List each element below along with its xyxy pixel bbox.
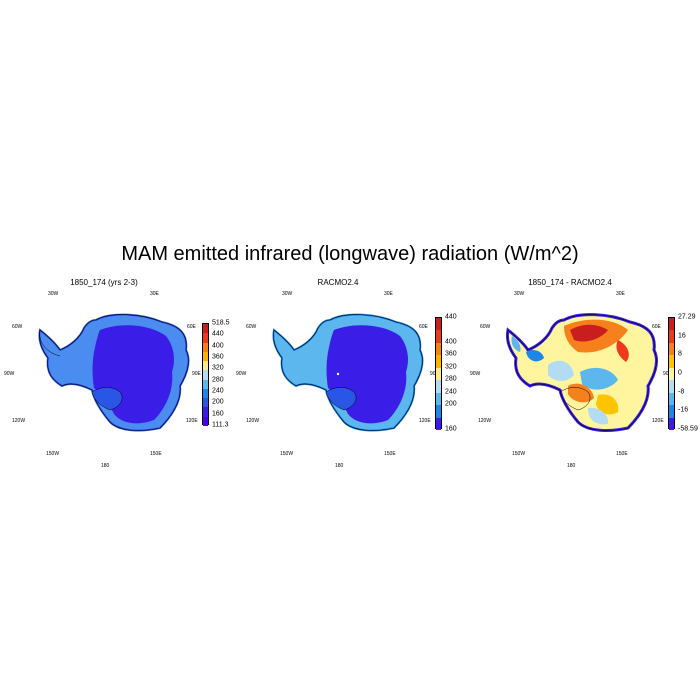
panel-3-lon-60w: 60W: [480, 324, 491, 330]
colorbar-label: 360: [445, 350, 457, 358]
colorbar-label: 240: [212, 387, 224, 395]
panel-1-lon-120e: 120E: [186, 418, 198, 424]
colorbar-label: 440: [212, 330, 224, 338]
colorbar-swatch: [203, 379, 208, 389]
panel-3-lon-120e: 120E: [652, 418, 664, 424]
colorbar-label: 200: [212, 398, 224, 406]
panel-1-title: 1850_174 (yrs 2-3): [70, 278, 138, 287]
panel-3-lon-90w: 90W: [470, 371, 481, 377]
colorbar-swatch: [436, 330, 441, 343]
panel-2-lon-60w: 60W: [246, 324, 257, 330]
panel-3-title: 1850_174 - RACMO2.4: [528, 278, 612, 287]
colorbar-label: 27.29: [678, 313, 696, 321]
colorbar-label: 400: [445, 338, 457, 346]
colorbar-label: 200: [445, 400, 457, 408]
panel-3-lon-150w: 150W: [512, 451, 526, 457]
colorbar-label: 160: [445, 425, 457, 433]
colorbar-label: -16: [678, 406, 689, 414]
panel-1-lon-120w: 120W: [12, 418, 26, 424]
panel-1-lon-180: 180: [101, 463, 110, 469]
colorbar-swatch: [669, 355, 674, 368]
panel-2-lon-90e: 90E: [430, 371, 439, 377]
colorbar-label: 280: [445, 375, 457, 383]
panel-3-lon-90e: 90E: [663, 371, 672, 377]
panel-2-title: RACMO2.4: [317, 278, 359, 287]
panel-2-lon-30e: 30E: [384, 291, 393, 297]
colorbar-swatch: [436, 367, 441, 381]
colorbar-swatch: [669, 392, 674, 406]
panel-1-lon-60w: 60W: [12, 324, 23, 330]
panel-1-lon-150w: 150W: [46, 451, 60, 457]
panel-3-lon-60e: 60E: [652, 324, 661, 330]
panel-3-lon-150e: 150E: [616, 451, 628, 457]
colorbar-swatch: [436, 342, 441, 356]
colorbar-label: 160: [212, 410, 224, 418]
colorbar-swatch: [669, 330, 674, 343]
panel-2-lon-150e: 150E: [384, 451, 396, 457]
colorbar-swatch: [669, 380, 674, 393]
panel-1-lon-150e: 150E: [150, 451, 162, 457]
map-panel-3: [505, 313, 658, 432]
colorbar-label: 440: [445, 313, 457, 321]
colorbar-swatch: [203, 407, 208, 417]
panel-1-lon-30w: 30W: [48, 291, 59, 297]
colorbar-label: 240: [445, 388, 457, 396]
colorbar-swatch: [669, 318, 674, 331]
colorbar-swatch: [203, 370, 208, 380]
colorbar-label: 0: [678, 369, 682, 377]
colorbar-swatch: [669, 405, 674, 418]
panel-1-lon-90e: 90E: [192, 371, 201, 377]
colorbar-label: -8: [678, 388, 685, 396]
colorbar-scale: [435, 317, 442, 430]
panel-3-lon-30w: 30W: [514, 291, 525, 297]
colorbar-label: 360: [212, 353, 224, 361]
panel-3-lon-120w: 120W: [478, 418, 492, 424]
panel-2-lon-120w: 120W: [246, 418, 260, 424]
map-panel-1: [38, 313, 190, 432]
colorbar-swatch: [436, 380, 441, 393]
colorbar-swatch: [669, 342, 674, 356]
colorbar-swatch: [203, 351, 208, 362]
map-panel-2: [272, 313, 424, 432]
colorbar-label: 280: [212, 376, 224, 384]
panel-1-lon-90w: 90W: [4, 371, 15, 377]
colorbar-label: 518.5: [212, 319, 230, 327]
panel-1-lon-60e: 60E: [187, 324, 196, 330]
figure-title: MAM emitted infrared (longwave) radiatio…: [121, 243, 579, 265]
colorbar-swatch: [203, 398, 208, 408]
colorbar-label: 111.3: [212, 421, 229, 429]
colorbar-swatch: [436, 355, 441, 368]
colorbar-swatch: [436, 405, 441, 418]
colorbar-swatch: [436, 318, 441, 331]
panel-3-lon-180: 180: [567, 463, 576, 469]
colorbar-label: 320: [212, 364, 224, 372]
panel-2-lon-180: 180: [335, 463, 344, 469]
colorbar-swatch: [669, 417, 674, 430]
colorbar-swatch: [203, 324, 208, 334]
colorbar-label: 16: [678, 332, 686, 340]
panel-2-lon-150w: 150W: [280, 451, 294, 457]
colorbar-label: 320: [445, 363, 457, 371]
colorbar-swatch: [203, 342, 208, 352]
panel-3-lon-30e: 30E: [616, 291, 625, 297]
panel-2-lon-90w: 90W: [236, 371, 247, 377]
colorbar-label: 400: [212, 342, 224, 350]
colorbar-label: 8: [678, 350, 682, 358]
colorbar-scale: [668, 317, 675, 430]
colorbar-swatch: [436, 417, 441, 430]
colorbar-swatch: [669, 367, 674, 381]
colorbar-label: -58.59: [678, 425, 698, 433]
colorbar-swatch: [436, 392, 441, 406]
colorbar-swatch: [203, 361, 208, 371]
panel-2-lon-120e: 120E: [419, 418, 431, 424]
colorbar-swatch: [203, 416, 208, 426]
panel-1-lon-30e: 30E: [150, 291, 159, 297]
panel-2-lon-30w: 30W: [282, 291, 293, 297]
colorbar-swatch: [203, 388, 208, 399]
colorbar-scale: [202, 323, 209, 426]
colorbar-swatch: [203, 333, 208, 343]
panel-2-lon-60e: 60E: [419, 324, 428, 330]
